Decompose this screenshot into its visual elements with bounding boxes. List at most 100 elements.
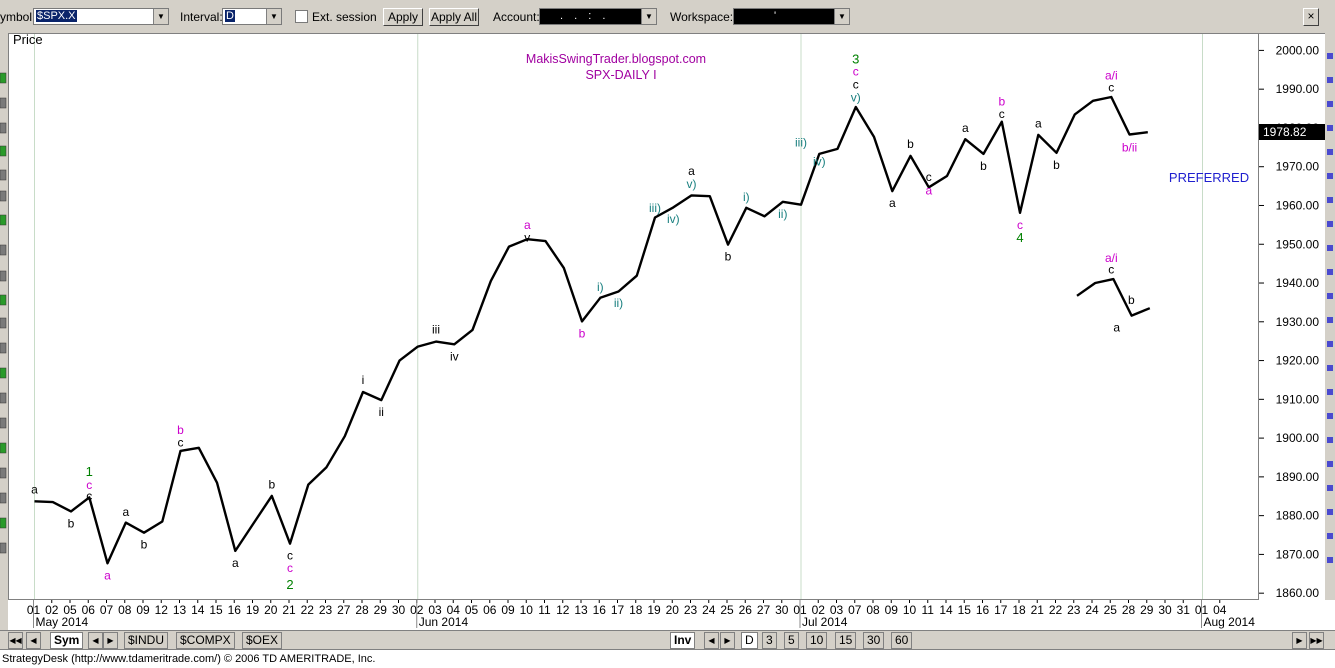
bottom-tab-bar: ◀◀ ◀ Sym ◀ ▶ $INDU $COMPX $OEX Inv ◀ ▶ D… xyxy=(0,630,1335,649)
interval-tab-15[interactable]: 15 xyxy=(835,632,857,649)
wave-label: c xyxy=(1108,81,1114,95)
inv-tab[interactable]: Inv xyxy=(670,632,696,649)
ext-session-checkbox[interactable] xyxy=(295,10,308,23)
chevron-down-icon[interactable]: ▼ xyxy=(834,9,849,24)
wave-label: c xyxy=(287,549,293,563)
strip-icon xyxy=(1327,389,1333,395)
price-axis[interactable]: 2000.001990.001980.001970.001960.001950.… xyxy=(1259,33,1325,601)
y-tick-label: 1970.00 xyxy=(1276,160,1320,174)
wave-label: iii xyxy=(432,323,440,337)
tool-icon xyxy=(0,190,7,202)
x-tick-label: 22 xyxy=(1049,603,1063,617)
interval-tab-d[interactable]: D xyxy=(741,632,758,649)
sym-prev-icon[interactable]: ◀ xyxy=(88,632,103,649)
y-tick-label: 1950.00 xyxy=(1276,237,1320,251)
chevron-down-icon[interactable]: ▼ xyxy=(153,9,168,24)
price-readout-box xyxy=(1259,124,1325,140)
interval-tab-5[interactable]: 5 xyxy=(784,632,799,649)
x-tick-label: 10 xyxy=(520,603,534,617)
panel-price-label: Price xyxy=(13,34,43,47)
left-tool-strip xyxy=(0,33,8,600)
wave-label: b xyxy=(725,250,732,264)
wave-label: 2 xyxy=(286,577,293,592)
wave-label: 1 xyxy=(86,464,93,479)
x-tick-label: 23 xyxy=(684,603,698,617)
month-label: May 2014 xyxy=(36,615,89,629)
wave-label: i) xyxy=(597,280,604,294)
chevron-down-icon[interactable]: ▼ xyxy=(641,9,656,24)
x-tick-label: 15 xyxy=(958,603,972,617)
tool-icon xyxy=(0,214,7,226)
interval-tab-10[interactable]: 10 xyxy=(806,632,828,649)
last-icon[interactable]: ▶▶ xyxy=(1309,632,1324,649)
apply-all-button[interactable]: Apply All xyxy=(429,8,479,26)
price-chart[interactable]: 1a ccbaabbcabcc2iiiiiiivavbi)ii)iii)iv)av… xyxy=(9,32,1258,599)
wave-label: a xyxy=(889,196,896,210)
x-tick-label: 13 xyxy=(173,603,187,617)
symbol-tab-oex[interactable]: $OEX xyxy=(242,632,283,649)
date-axis[interactable]: 01 02 05 06 07 08 09 12 13 14 15 16 19 20 21 22 23 27 28 29… xyxy=(8,600,1259,630)
x-tick-label: 12 xyxy=(556,603,570,617)
x-tick-label: 27 xyxy=(757,603,771,617)
x-tick-label: 14 xyxy=(939,603,953,617)
strip-icon xyxy=(1327,437,1333,443)
symbol-tab-compx[interactable]: $COMPX xyxy=(176,632,235,649)
x-tick-label: 10 xyxy=(903,603,917,617)
wave-label: a xyxy=(31,482,38,496)
symbol-tab-indu[interactable]: $INDU xyxy=(124,632,169,649)
wave-label: iv) xyxy=(667,212,680,226)
wave-label: a/i xyxy=(1105,251,1118,265)
x-tick-label: 23 xyxy=(319,603,333,617)
tool-icon xyxy=(0,294,7,306)
apply-button[interactable]: Apply xyxy=(383,8,423,26)
wave-label: b xyxy=(268,478,275,492)
x-tick-label: 04 xyxy=(1213,603,1227,617)
strip-icon xyxy=(1327,53,1333,59)
month-label: Jun 2014 xyxy=(419,615,469,629)
interval-tab-60[interactable]: 60 xyxy=(891,632,913,649)
wave-label: c xyxy=(178,435,184,449)
interval-combo[interactable]: D ▼ xyxy=(222,8,282,25)
x-tick-label: 08 xyxy=(866,603,880,617)
x-tick-label: 20 xyxy=(666,603,680,617)
interval-tab-30[interactable]: 30 xyxy=(863,632,885,649)
interval-tab-3[interactable]: 3 xyxy=(762,632,777,649)
x-tick-label: 27 xyxy=(337,603,351,617)
x-tick-label: 29 xyxy=(1140,603,1154,617)
x-tick-label: 03 xyxy=(428,603,442,617)
sym-tab[interactable]: Sym xyxy=(50,632,84,649)
wave-label: c xyxy=(287,561,293,575)
wave-label: a xyxy=(962,121,969,135)
prev-icon[interactable]: ◀ xyxy=(26,632,41,649)
x-tick-label: 08 xyxy=(118,603,132,617)
tool-icon xyxy=(0,517,7,529)
interval-value: D xyxy=(225,10,235,22)
first-icon[interactable]: ◀◀ xyxy=(8,632,23,649)
wave-label: a xyxy=(1035,117,1042,131)
tool-icon xyxy=(0,270,7,282)
wave-label: c xyxy=(853,78,859,92)
wave-label: b xyxy=(579,326,586,340)
wave-label: i xyxy=(362,373,365,387)
next-icon[interactable]: ▶ xyxy=(1292,632,1307,649)
inv-next-icon[interactable]: ▶ xyxy=(720,632,735,649)
wave-label: b xyxy=(177,423,184,437)
status-bar: StrategyDesk (http://www.tdameritrade.co… xyxy=(0,649,1335,668)
symbol-combo[interactable]: $SPX.X ▼ xyxy=(33,8,169,25)
right-scroll-strip[interactable] xyxy=(1325,33,1335,600)
wave-label: 3 xyxy=(852,52,859,67)
close-button[interactable]: × xyxy=(1303,8,1319,26)
date-axis-svg: 01 02 05 06 07 08 09 12 13 14 15 16 19 20 21 22 23 27 28 29… xyxy=(27,600,1255,629)
price-chart-panel[interactable]: 1 a c c b a a b b c a b c c 2 i ii iii iv a v b i) ii) iii) iv) a v… xyxy=(8,32,1259,600)
inv-prev-icon[interactable]: ◀ xyxy=(704,632,719,649)
x-tick-label: 21 xyxy=(1031,603,1045,617)
account-combo[interactable]: . . : . ▼ xyxy=(539,8,657,25)
sym-next-icon[interactable]: ▶ xyxy=(103,632,118,649)
workspace-value: ' xyxy=(774,10,777,22)
chevron-down-icon[interactable]: ▼ xyxy=(266,9,281,24)
interval-label: Interval: xyxy=(180,10,223,24)
wave-label: 4 xyxy=(1016,230,1023,245)
strip-icon xyxy=(1327,341,1333,347)
y-tick-label: 1890.00 xyxy=(1276,470,1320,484)
workspace-combo[interactable]: ' ▼ xyxy=(733,8,850,25)
